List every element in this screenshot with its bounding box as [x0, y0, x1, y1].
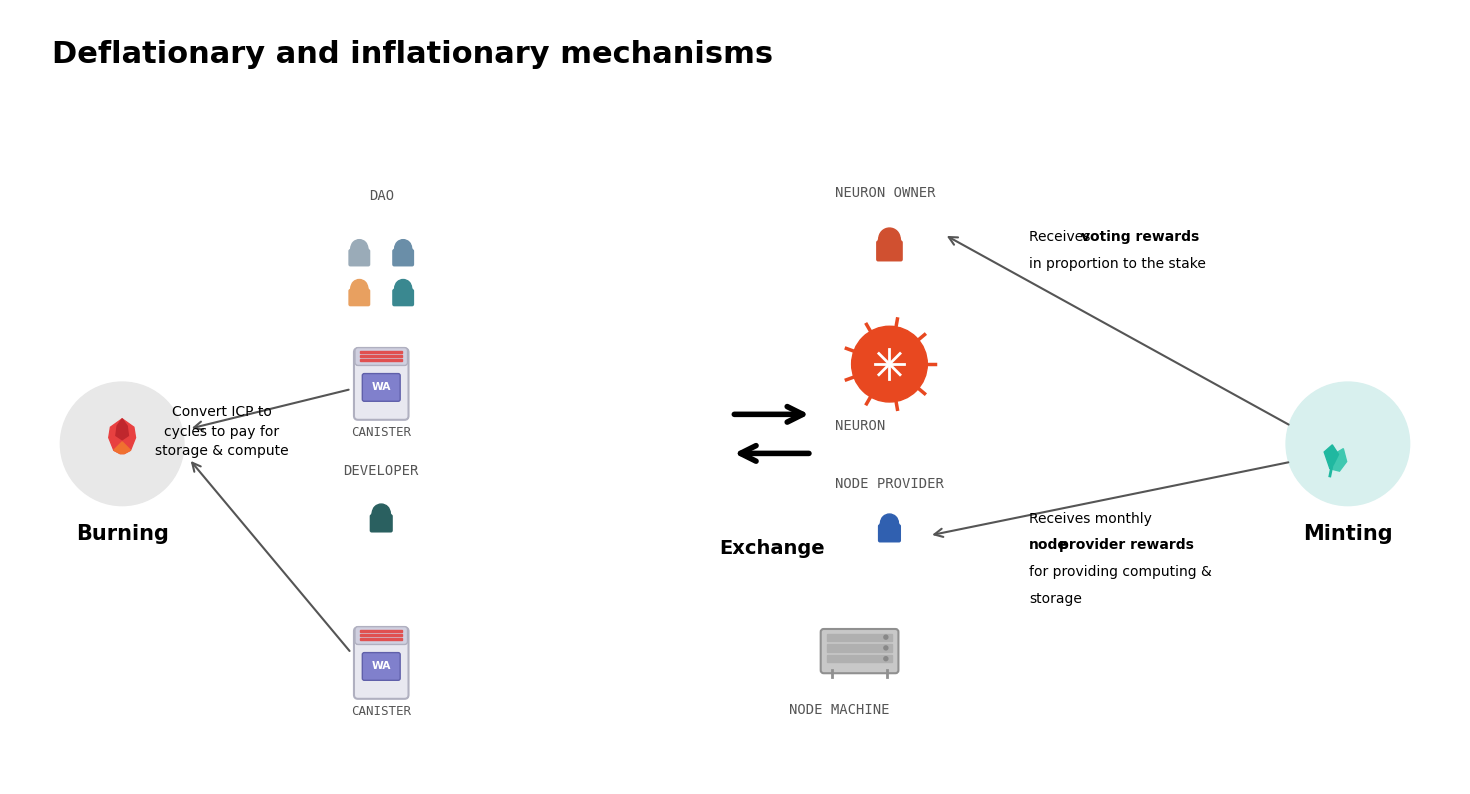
Circle shape — [395, 279, 412, 296]
FancyBboxPatch shape — [876, 241, 903, 261]
Polygon shape — [109, 418, 135, 453]
Text: WA: WA — [372, 661, 391, 672]
Circle shape — [350, 242, 369, 260]
FancyBboxPatch shape — [348, 249, 370, 267]
Text: Receives monthly: Receives monthly — [1029, 511, 1157, 526]
Bar — [828, 655, 892, 662]
Text: node: node — [1029, 538, 1067, 553]
Bar — [360, 634, 401, 636]
Text: for providing computing &: for providing computing & — [1029, 565, 1211, 580]
Circle shape — [351, 240, 368, 256]
Circle shape — [372, 504, 390, 522]
Text: NEURON: NEURON — [835, 419, 885, 433]
Text: provider rewards: provider rewards — [1058, 538, 1194, 553]
FancyBboxPatch shape — [348, 289, 370, 306]
Circle shape — [883, 657, 888, 661]
Text: voting rewards: voting rewards — [1080, 229, 1200, 244]
Circle shape — [1286, 382, 1410, 506]
Text: in proportion to the stake: in proportion to the stake — [1029, 257, 1205, 272]
Circle shape — [883, 635, 888, 639]
FancyBboxPatch shape — [369, 515, 392, 533]
Text: DAO: DAO — [369, 189, 394, 202]
Circle shape — [881, 517, 900, 536]
FancyBboxPatch shape — [878, 524, 901, 542]
Circle shape — [351, 279, 368, 296]
Circle shape — [851, 326, 928, 402]
Text: DEVELOPER: DEVELOPER — [344, 464, 419, 478]
FancyBboxPatch shape — [354, 348, 407, 365]
FancyBboxPatch shape — [392, 289, 415, 306]
Polygon shape — [1324, 445, 1339, 468]
Text: CANISTER: CANISTER — [351, 705, 412, 718]
Text: CANISTER: CANISTER — [351, 426, 412, 439]
Circle shape — [879, 228, 900, 249]
Bar — [360, 630, 401, 632]
Bar — [360, 359, 401, 360]
Polygon shape — [116, 418, 128, 440]
Text: Deflationary and inflationary mechanisms: Deflationary and inflationary mechanisms — [53, 40, 773, 69]
Text: NODE PROVIDER: NODE PROVIDER — [835, 476, 944, 491]
Circle shape — [372, 507, 391, 526]
Text: WA: WA — [372, 383, 391, 392]
Text: Receives: Receives — [1029, 229, 1095, 244]
FancyBboxPatch shape — [354, 626, 407, 645]
FancyBboxPatch shape — [362, 653, 400, 680]
Circle shape — [395, 240, 412, 256]
Circle shape — [350, 282, 369, 300]
Circle shape — [394, 242, 412, 260]
Circle shape — [60, 382, 184, 506]
Text: Exchange: Exchange — [719, 538, 825, 557]
Bar — [360, 638, 401, 640]
Text: NEURON OWNER: NEURON OWNER — [835, 186, 935, 200]
Circle shape — [881, 514, 898, 532]
Polygon shape — [113, 441, 131, 453]
FancyBboxPatch shape — [820, 629, 898, 673]
Bar — [360, 351, 401, 353]
Circle shape — [883, 646, 888, 650]
Text: storage: storage — [1029, 592, 1082, 607]
FancyBboxPatch shape — [392, 249, 415, 267]
FancyBboxPatch shape — [354, 349, 409, 420]
Bar — [828, 645, 892, 652]
Text: Burning: Burning — [76, 523, 169, 544]
Bar — [360, 355, 401, 357]
Text: Convert ICP to
cycles to pay for
storage & compute: Convert ICP to cycles to pay for storage… — [154, 406, 288, 458]
Circle shape — [878, 231, 901, 254]
FancyBboxPatch shape — [362, 374, 400, 401]
Polygon shape — [1330, 449, 1347, 471]
Circle shape — [394, 282, 412, 300]
Text: Minting: Minting — [1302, 523, 1392, 544]
Bar — [828, 634, 892, 641]
FancyBboxPatch shape — [354, 627, 409, 699]
Text: NODE MACHINE: NODE MACHINE — [789, 703, 889, 717]
